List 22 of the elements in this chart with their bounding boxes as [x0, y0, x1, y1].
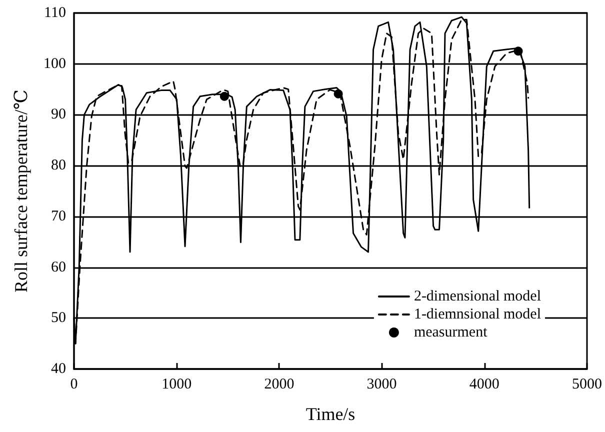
y-tick-label: 40	[51, 361, 66, 377]
y-tick-label: 80	[51, 158, 66, 174]
legend-label: 2-dimensional model	[414, 288, 541, 304]
y-tick-label: 50	[51, 310, 66, 326]
legend-label: measurment	[414, 324, 488, 340]
y-tick-label: 60	[51, 259, 66, 276]
y-tick-label: 90	[51, 106, 66, 123]
y-axis-title: Roll surface temperature/℃	[11, 89, 31, 293]
y-tick-label: 100	[44, 56, 66, 72]
x-tick-label: 0	[70, 376, 78, 392]
x-tick-label: 1000	[162, 376, 192, 392]
x-tick-label: 3000	[366, 376, 397, 392]
x-tick-label: 4000	[469, 376, 500, 392]
x-tick-label: 5000	[572, 376, 602, 392]
legend-label: 1-diemnsional model	[414, 306, 541, 322]
y-tick-label: 110	[44, 5, 66, 21]
point	[514, 46, 523, 56]
y-tick-label: 70	[51, 208, 66, 224]
x-tick-label: 2000	[264, 376, 294, 392]
point	[220, 92, 229, 101]
point	[334, 89, 343, 98]
x-axis-title: Time/s	[306, 404, 356, 424]
